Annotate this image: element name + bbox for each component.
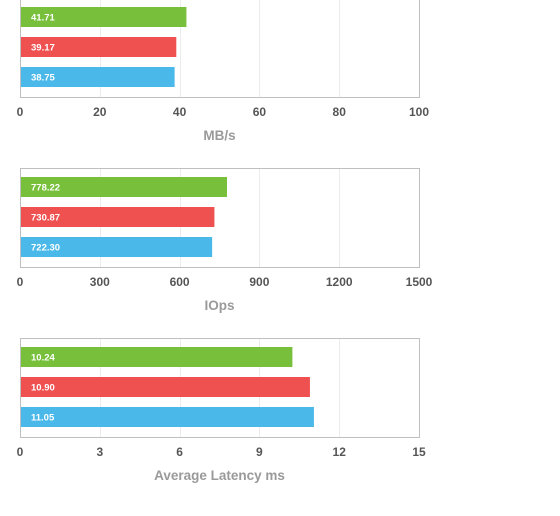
chart-panel-1: 41.71 39.17 38.75 0 20 40 60 80 100 MB/s	[17, 0, 429, 143]
data-label: 730.87	[31, 213, 60, 224]
x-tick-label: 12	[333, 445, 347, 459]
x-tick-label: 0	[17, 105, 24, 119]
x-tick-label: 40	[173, 105, 187, 119]
x-tick-label: 100	[409, 105, 429, 119]
x-tick-label: 3	[96, 445, 103, 459]
bar	[21, 347, 293, 367]
x-tick-label: 9	[256, 445, 263, 459]
x-tick-label: 0	[17, 275, 24, 289]
bar	[21, 407, 314, 427]
x-axis-title: MB/s	[203, 128, 235, 143]
x-tick-label: 0	[17, 445, 24, 459]
x-tick-label: 1200	[326, 275, 353, 289]
data-label: 722.30	[31, 243, 60, 254]
bar	[21, 207, 215, 227]
x-tick-label: 1500	[406, 275, 433, 289]
x-tick-label: 20	[93, 105, 107, 119]
plot-frame	[20, 168, 420, 268]
chart-panel-3: 10.24 10.90 11.05 0 3 6 9 12 15 Average Latency m…	[17, 338, 426, 483]
bar	[21, 237, 213, 257]
data-label: 38.75	[31, 73, 55, 84]
data-label: 778.22	[31, 183, 60, 194]
data-label: 10.90	[31, 383, 55, 394]
x-tick-label: 80	[333, 105, 347, 119]
bar	[21, 67, 175, 87]
x-tick-label: 600	[170, 275, 190, 289]
x-tick-label: 60	[253, 105, 267, 119]
x-tick-label: 6	[176, 445, 183, 459]
chart-panel-2: 778.22 730.87 722.30 0 300 600 900 1200 1500 IOps	[17, 168, 433, 313]
data-label: 10.24	[31, 353, 55, 364]
data-label: 11.05	[31, 413, 55, 424]
plot-frame	[20, 0, 420, 98]
x-axis-title: Average Latency ms	[154, 468, 285, 483]
x-tick-label: 900	[249, 275, 269, 289]
data-label: 41.71	[31, 13, 55, 24]
bar	[21, 377, 310, 397]
x-tick-label: 300	[90, 275, 110, 289]
bar	[21, 7, 187, 27]
data-label: 39.17	[31, 43, 55, 54]
x-axis-title: IOps	[204, 298, 234, 313]
bar	[21, 177, 228, 197]
x-tick-label: 15	[412, 445, 426, 459]
bar	[21, 37, 177, 57]
plot-frame	[20, 338, 420, 438]
